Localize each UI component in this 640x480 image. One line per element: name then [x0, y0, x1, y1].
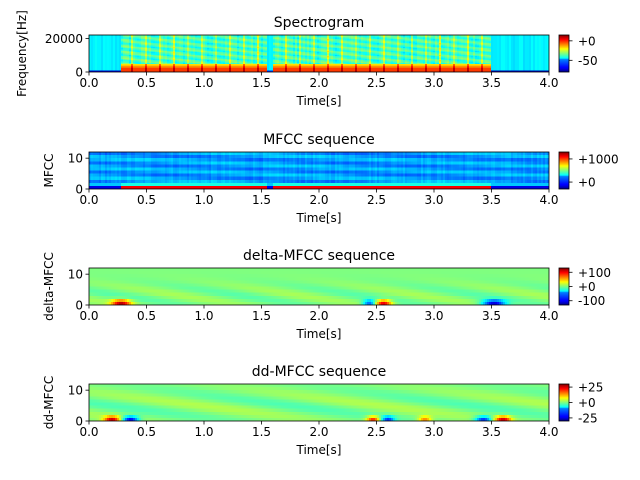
colorbar-tick-label: +0 — [578, 176, 596, 190]
colorbar-tick-label: -25 — [578, 411, 598, 425]
y-axis-label: delta-MFCC — [42, 252, 56, 321]
x-tick-label: 1.5 — [252, 309, 271, 323]
colorbar-tick-label: -50 — [578, 54, 598, 68]
x-tick-label: 1.0 — [194, 76, 213, 90]
x-axis-label: Time[s] — [296, 94, 342, 108]
x-tick-label: 3.0 — [424, 193, 443, 207]
x-tick-label: 0.0 — [79, 425, 98, 439]
x-tick-label: 3.0 — [424, 76, 443, 90]
colorbar-tick-label: +0 — [578, 280, 596, 294]
colorbar-tick-label: +100 — [578, 266, 611, 280]
x-tick-label: 3.5 — [482, 193, 501, 207]
x-tick-label: 1.5 — [252, 193, 271, 207]
x-tick-label: 3.5 — [482, 76, 501, 90]
heatmap-image — [89, 384, 549, 421]
chart-title: delta-MFCC sequence — [243, 248, 395, 264]
x-tick-label: 0.5 — [137, 309, 156, 323]
x-tick-label: 0.0 — [79, 309, 98, 323]
colorbar-tick-label: +0 — [578, 34, 596, 48]
colorbar — [558, 383, 570, 422]
x-tick-label: 1.0 — [194, 425, 213, 439]
y-tick-label: 20000 — [45, 32, 83, 46]
colorbar — [558, 267, 570, 306]
y-tick-label: 0 — [75, 183, 83, 197]
x-tick-label: 4.0 — [539, 425, 558, 439]
x-tick-label: 2.0 — [309, 76, 328, 90]
y-tick-label: 10 — [68, 268, 83, 282]
x-tick-label: 0.0 — [79, 193, 98, 207]
y-axis-label: dd-MFCC — [42, 376, 56, 430]
chart-title: Spectrogram — [274, 15, 364, 31]
heatmap-image — [89, 268, 549, 305]
colorbar-tick-label: -100 — [578, 294, 605, 308]
chart-panel-1: Spectrogram 0.0 0.5 1.0 1.5 2.0 2.5 3.0 3.5 4.0 Ti… — [15, 10, 598, 108]
y-tick-label: 0 — [75, 415, 83, 429]
x-tick-label: 1.0 — [194, 193, 213, 207]
chart-title: MFCC sequence — [263, 132, 375, 148]
x-tick-label: 1.5 — [252, 76, 271, 90]
x-tick-label: 2.0 — [309, 309, 328, 323]
x-tick-label: 0.5 — [137, 76, 156, 90]
colorbar-tick-label: +25 — [578, 381, 603, 395]
x-tick-label: 2.5 — [367, 76, 386, 90]
x-tick-label: 2.5 — [367, 309, 386, 323]
x-tick-label: 1.5 — [252, 425, 271, 439]
y-axis-label: MFCC — [42, 153, 56, 187]
colorbar-tick-label: +1000 — [578, 152, 619, 166]
heatmap-image — [89, 152, 549, 189]
x-tick-label: 4.0 — [539, 76, 558, 90]
colorbar-tick-label: +0 — [578, 396, 596, 410]
x-tick-label: 0.5 — [137, 425, 156, 439]
x-tick-label: 0.5 — [137, 193, 156, 207]
y-tick-label: 0 — [75, 299, 83, 313]
y-axis-label: Frequency[Hz] — [15, 10, 29, 97]
colorbar — [558, 151, 570, 190]
colorbar — [558, 34, 570, 73]
chart-panel-3: delta-MFCC sequence 0.0 0.5 1.0 1.5 2.0 2.5 3.0… — [42, 248, 611, 341]
x-tick-label: 4.0 — [539, 309, 558, 323]
y-tick-label: 10 — [68, 152, 83, 166]
x-tick-label: 0.0 — [79, 76, 98, 90]
x-tick-label: 2.5 — [367, 193, 386, 207]
x-axis-label: Time[s] — [296, 443, 342, 457]
y-tick-label: 0 — [75, 66, 83, 80]
chart-title: dd-MFCC sequence — [252, 364, 386, 380]
heatmap-image — [89, 35, 549, 72]
chart-panel-4: dd-MFCC sequence 0.0 0.5 1.0 1.5 2.0 2.5 3.0 3.5… — [42, 364, 603, 457]
x-tick-label: 1.0 — [194, 309, 213, 323]
x-tick-label: 2.0 — [309, 425, 328, 439]
x-tick-label: 2.5 — [367, 425, 386, 439]
chart-panel-2: MFCC sequence 0.0 0.5 1.0 1.5 2.0 2.5 3.0 3.5 4.0… — [42, 132, 619, 225]
x-axis-label: Time[s] — [296, 327, 342, 341]
x-tick-label: 3.0 — [424, 425, 443, 439]
x-tick-label: 3.5 — [482, 309, 501, 323]
x-tick-label: 4.0 — [539, 193, 558, 207]
x-tick-label: 2.0 — [309, 193, 328, 207]
x-tick-label: 3.5 — [482, 425, 501, 439]
x-axis-label: Time[s] — [296, 211, 342, 225]
x-tick-label: 3.0 — [424, 309, 443, 323]
y-tick-label: 10 — [68, 384, 83, 398]
